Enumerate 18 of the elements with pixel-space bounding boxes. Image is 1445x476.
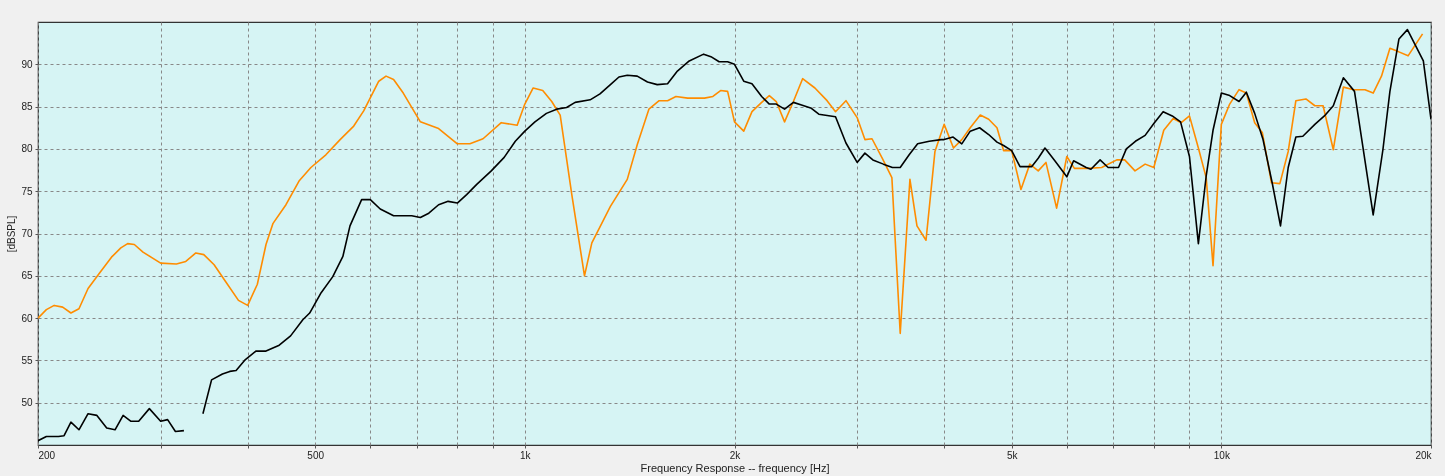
- y-tick-label: 70: [21, 228, 33, 239]
- x-tick-label: 20k: [1415, 449, 1433, 461]
- y-tick-label: 85: [21, 101, 33, 113]
- y-tick-label: 60: [21, 312, 33, 324]
- y-tick-label: 80: [21, 143, 33, 155]
- y-tick-label: 55: [21, 354, 33, 366]
- x-tick-label: 1k: [520, 449, 532, 461]
- x-tick-label: 2k: [729, 449, 742, 461]
- y-tick-label: 65: [21, 270, 33, 282]
- x-tick-label: 200: [38, 449, 56, 461]
- y-tick-label: 50: [21, 397, 33, 409]
- x-tick-label: 10k: [1213, 449, 1231, 461]
- x-tick-label: 500: [307, 449, 325, 461]
- y-tick-label: 75: [21, 185, 33, 197]
- x-tick-label: 5k: [1006, 449, 1019, 461]
- y-tick-label: 90: [21, 58, 33, 70]
- y-axis-title: [dBSPL]: [6, 215, 18, 253]
- x-axis-title: Frequency Response -- frequency [Hz]: [640, 461, 830, 474]
